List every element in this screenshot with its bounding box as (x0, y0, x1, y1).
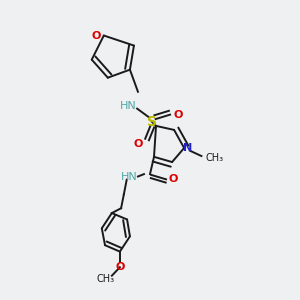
Text: CH₃: CH₃ (206, 153, 224, 163)
Text: O: O (133, 139, 142, 149)
Text: O: O (115, 262, 124, 272)
Text: N: N (183, 143, 192, 153)
Text: CH₃: CH₃ (97, 274, 115, 284)
Text: O: O (168, 174, 178, 184)
Text: O: O (92, 31, 101, 40)
Text: HN: HN (119, 101, 136, 111)
Text: S: S (147, 115, 157, 129)
Text: HN: HN (121, 172, 137, 182)
Text: O: O (173, 110, 183, 120)
